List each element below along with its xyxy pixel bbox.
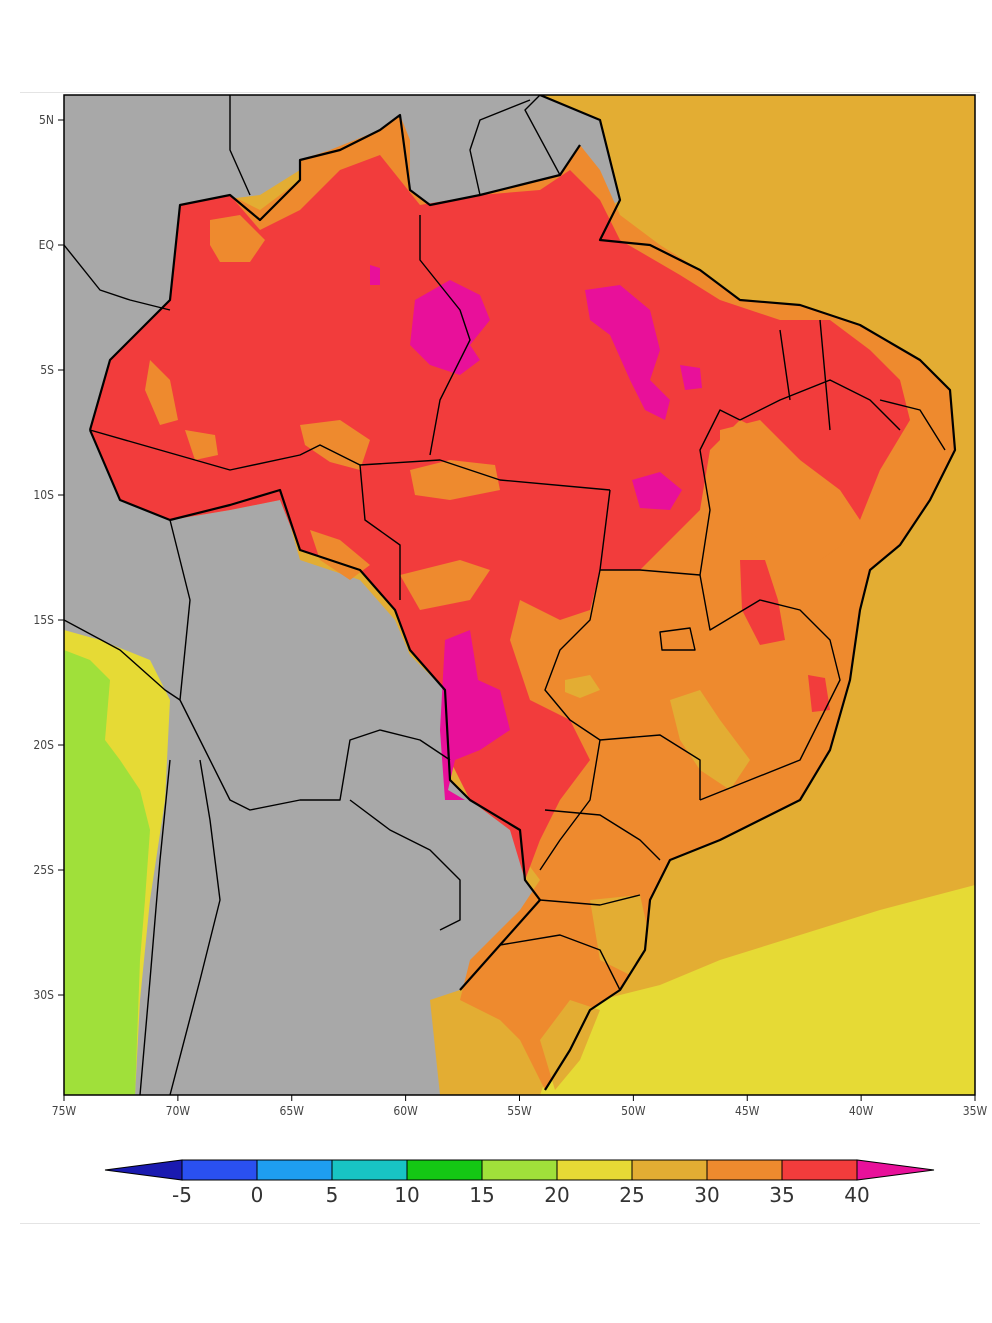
ocean-band-20-25 bbox=[540, 885, 975, 1095]
patch-25-30-go bbox=[565, 675, 600, 698]
patch-gt40-para2 bbox=[680, 365, 702, 390]
patch-30-35-ba bbox=[720, 420, 850, 560]
latitude-axis: 5N EQ 5S 10S 15S 20S 25S 30S bbox=[33, 113, 64, 1002]
brazil-band-35-40 bbox=[90, 155, 910, 880]
lon-tick-label: 45W bbox=[735, 1104, 760, 1118]
political-borders bbox=[88, 95, 957, 1091]
colorbar-swatch bbox=[181, 1159, 258, 1181]
colorbar-low-triangle bbox=[104, 1159, 183, 1181]
patch-25-30-sc bbox=[590, 895, 650, 975]
land-outside-region bbox=[64, 95, 620, 1095]
colorbar-label: 15 bbox=[469, 1183, 494, 1207]
lon-tick-label: 75W bbox=[52, 1104, 77, 1118]
patch-gt40-ms bbox=[440, 630, 510, 800]
lat-tick-label: 15S bbox=[33, 613, 54, 627]
patch-30-35-nw bbox=[210, 215, 265, 262]
colorbar-swatch bbox=[706, 1159, 783, 1181]
colorbar-label: 0 bbox=[251, 1183, 264, 1207]
patch-gt40-small bbox=[370, 265, 380, 285]
lon-tick-label: 35W bbox=[963, 1104, 988, 1118]
colorbar: -5 0 5 10 15 20 25 30 35 40 bbox=[104, 1159, 935, 1207]
figure-frame bbox=[20, 92, 980, 1224]
lon-tick-label: 70W bbox=[166, 1104, 191, 1118]
lon-tick-label: 50W bbox=[621, 1104, 646, 1118]
colorbar-label: 25 bbox=[619, 1183, 644, 1207]
patch-gt40-para bbox=[585, 285, 670, 420]
colorbar-label: 10 bbox=[394, 1183, 419, 1207]
lat-tick-label: EQ bbox=[39, 238, 54, 252]
lon-tick-label: 60W bbox=[393, 1104, 418, 1118]
lat-tick-label: 20S bbox=[33, 738, 54, 752]
lat-tick-label: 25S bbox=[33, 863, 54, 877]
patch-30-35-mt2 bbox=[400, 560, 490, 610]
patch-gt40-to bbox=[632, 472, 682, 510]
lat-tick-label: 5S bbox=[40, 363, 54, 377]
patch-30-35-acre bbox=[185, 430, 218, 460]
colorbar-swatch bbox=[781, 1159, 858, 1181]
colorbar-label: 30 bbox=[694, 1183, 719, 1207]
lat-tick-label: 30S bbox=[33, 988, 54, 1002]
lon-tick-label: 40W bbox=[849, 1104, 874, 1118]
colorbar-label: 20 bbox=[544, 1183, 569, 1207]
colorbar-high-triangle bbox=[856, 1159, 935, 1181]
colorbar-swatch bbox=[631, 1159, 708, 1181]
patch-30-35-mt bbox=[410, 460, 500, 500]
lon-tick-label: 55W bbox=[507, 1104, 532, 1118]
lat-tick-label: 5N bbox=[39, 113, 54, 127]
patch-30-35-center bbox=[300, 420, 370, 470]
internal-borders bbox=[64, 95, 946, 1095]
colorbar-swatch bbox=[256, 1159, 333, 1181]
colorbar-label: 40 bbox=[844, 1183, 869, 1207]
colorbar-label: -5 bbox=[172, 1183, 192, 1207]
patch-25-30-mg bbox=[670, 690, 750, 790]
patch-red-es bbox=[808, 675, 830, 712]
lon-tick-label: 65W bbox=[280, 1104, 305, 1118]
patch-30-35-west bbox=[145, 360, 178, 425]
west-coast-band-15-20 bbox=[64, 650, 150, 1095]
longitude-axis: 75W 70W 65W 60W 55W 50W 45W 40W 35W bbox=[52, 1095, 988, 1118]
colorbar-swatch bbox=[556, 1159, 633, 1181]
colorbar-swatch bbox=[481, 1159, 558, 1181]
patch-gt40-amazon bbox=[410, 280, 490, 375]
patch-red-ba bbox=[740, 560, 785, 645]
lat-tick-label: 10S bbox=[33, 488, 54, 502]
colorbar-swatch bbox=[331, 1159, 408, 1181]
patch-25-30-coast bbox=[540, 1000, 600, 1090]
colorbar-label: 5 bbox=[326, 1183, 339, 1207]
colorbar-swatch bbox=[406, 1159, 483, 1181]
colorbar-label: 35 bbox=[769, 1183, 794, 1207]
